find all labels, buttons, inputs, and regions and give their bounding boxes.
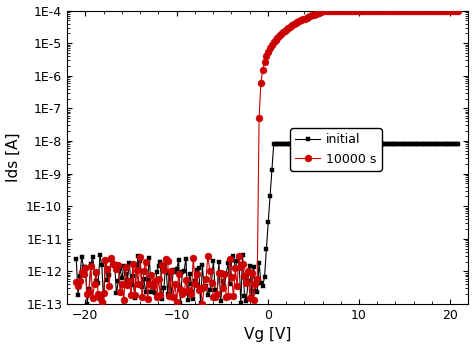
initial	[84, 301, 90, 306]
initial	[256, 261, 262, 265]
Legend: initial, 10000 s: initial, 10000 s	[290, 128, 382, 171]
10000 s	[73, 280, 79, 284]
10000 s	[456, 8, 461, 13]
initial	[419, 142, 425, 146]
initial	[155, 264, 161, 269]
10000 s	[77, 279, 83, 283]
initial	[271, 142, 276, 146]
initial	[265, 220, 271, 224]
10000 s	[419, 8, 425, 13]
Y-axis label: Ids [A]: Ids [A]	[6, 133, 20, 182]
initial	[73, 256, 79, 261]
X-axis label: Vg [V]: Vg [V]	[244, 327, 292, 342]
10000 s	[154, 295, 160, 299]
initial	[397, 142, 403, 146]
10000 s	[324, 8, 329, 13]
initial	[77, 274, 83, 278]
10000 s	[200, 302, 205, 306]
10000 s	[265, 50, 271, 54]
initial	[456, 142, 461, 146]
Line: initial: initial	[74, 142, 461, 306]
10000 s	[397, 8, 403, 13]
10000 s	[256, 116, 262, 120]
Line: 10000 s: 10000 s	[73, 7, 462, 307]
